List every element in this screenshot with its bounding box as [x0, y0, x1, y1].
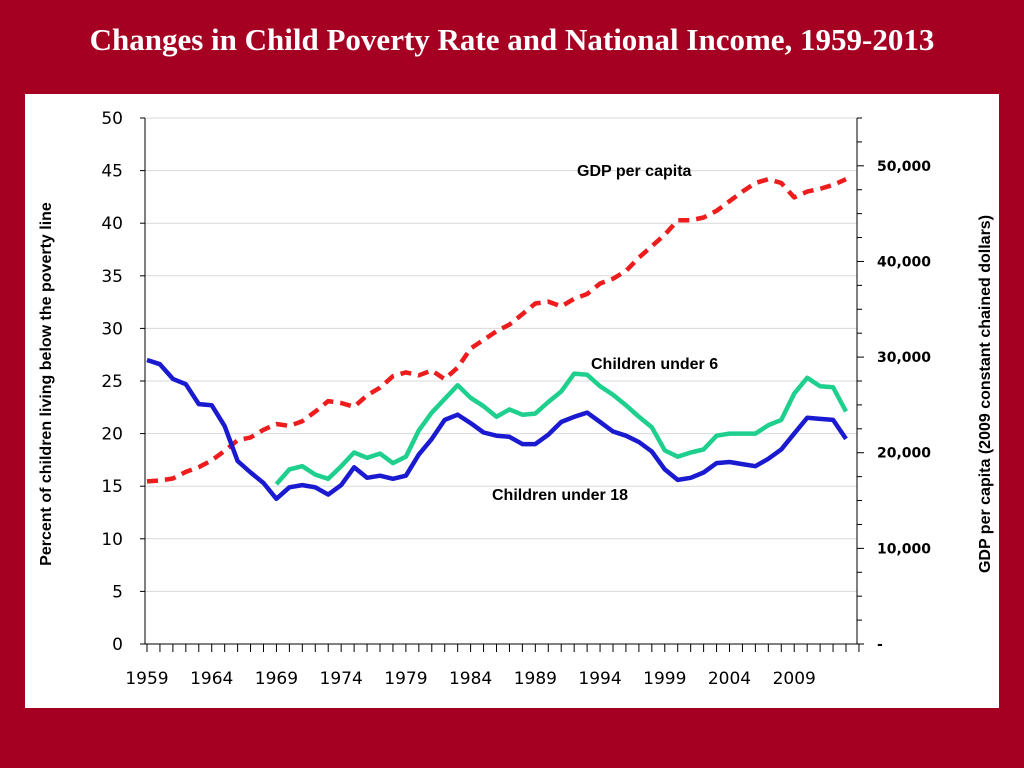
left-tick-label: 25: [101, 372, 123, 392]
x-tick-label: 1969: [255, 669, 298, 689]
y-axis-label: Percent of children living below the pov…: [38, 202, 55, 566]
left-tick-label: 30: [101, 319, 123, 339]
x-tick-label: 1959: [125, 669, 168, 689]
annotation-under-18: Children under 18: [492, 487, 628, 504]
gdp-per-capita-line: [146, 176, 847, 484]
left-tick-label: 0: [112, 635, 123, 655]
slide-title: Changes in Child Poverty Rate and Nation…: [89, 22, 935, 57]
x-tick-label: 1979: [384, 669, 427, 689]
x-tick-label: 1994: [578, 669, 621, 689]
right-tick-label: 40,000: [877, 254, 931, 270]
right-tick-labels: - 10,000 20,000 30,000 40,000 50,000: [857, 117, 931, 653]
left-tick-label: 20: [101, 425, 123, 445]
x-tick-label: 1999: [643, 669, 686, 689]
x-tick-label: 2009: [773, 669, 816, 689]
x-tick-label: 1984: [449, 669, 492, 689]
children-under-18-line: [146, 357, 848, 502]
left-tick-label: 10: [101, 530, 123, 550]
annotation-under-6: Children under 6: [591, 356, 718, 373]
chart-svg: 0 5 10 15 20 25 30 35 40 45 50 - 10,000 20,000 30,000…: [38, 109, 994, 689]
children-under-6-line: [274, 371, 848, 486]
series-lines: [146, 176, 848, 502]
x-tick-labels: 1959 1964 1969 1974 1979 1984 1989 1994 1999 2004…: [125, 644, 860, 689]
right-tick-label: 50,000: [877, 159, 931, 175]
right-tick-label: 10,000: [877, 541, 931, 557]
right-tick-label: 20,000: [877, 446, 931, 462]
left-tick-label: 35: [101, 267, 123, 287]
right-tick-label: -: [877, 637, 883, 653]
left-tick-label: 15: [101, 477, 123, 497]
y2-axis-label: GDP per capita (2009 constant chained do…: [977, 215, 994, 573]
chart-panel: 0 5 10 15 20 25 30 35 40 45 50 - 10,000 20,000 30,000…: [25, 94, 999, 708]
x-tick-label: 1989: [514, 669, 557, 689]
x-tick-label: 2004: [708, 669, 751, 689]
right-tick-label: 30,000: [877, 350, 931, 366]
annotation-gdp: GDP per capita: [577, 163, 692, 180]
left-tick-labels: 0 5 10 15 20 25 30 35 40 45 50: [101, 109, 145, 655]
x-tick-label: 1974: [320, 669, 363, 689]
left-tick-label: 40: [101, 214, 123, 234]
left-tick-label: 45: [101, 162, 123, 182]
series-annotations: GDP per capita Children under 6 Children…: [492, 163, 718, 504]
left-tick-label: 50: [101, 109, 123, 129]
left-tick-label: 5: [112, 582, 123, 602]
x-tick-label: 1964: [190, 669, 233, 689]
